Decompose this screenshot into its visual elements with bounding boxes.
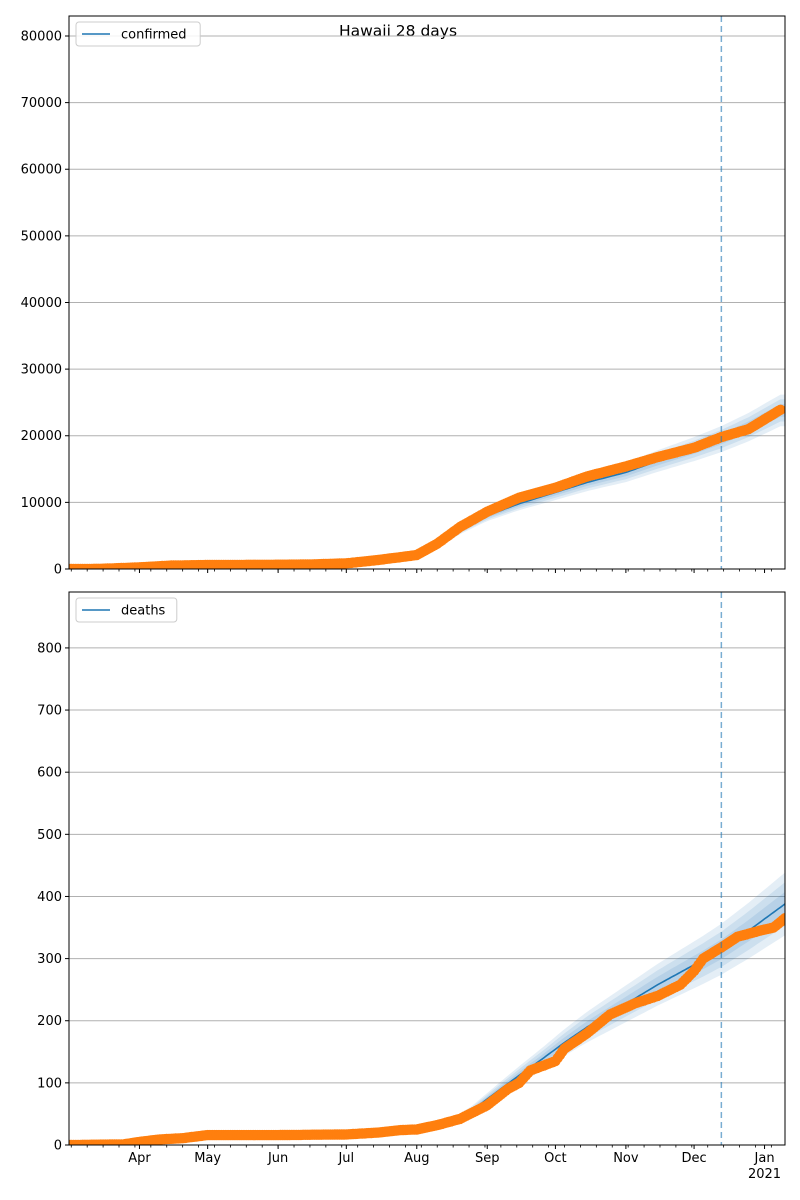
- observed-points: [69, 404, 785, 569]
- axes-frame: [68, 15, 786, 570]
- y-tick-label: 200: [37, 1014, 62, 1029]
- legend-box: [75, 21, 201, 47]
- x-tick-label: Jan: [754, 1151, 775, 1166]
- x-tick-label: Jul: [337, 1151, 354, 1166]
- y-tick-label: 50000: [21, 229, 62, 244]
- x-tick-label: Aug: [404, 1151, 429, 1166]
- observed-point: [775, 404, 785, 415]
- deaths-panel: 0 100 200 300 400 500 600 700 800 Apr May Jun Jul Aug…: [37, 591, 786, 1182]
- y-tick-label: 20000: [21, 429, 62, 444]
- y-tick-label: 700: [37, 704, 62, 719]
- legend: deaths: [75, 597, 178, 623]
- x-tick-label: May: [194, 1151, 221, 1166]
- x-tick-label: Nov: [613, 1151, 639, 1166]
- x-tick-label: Apr: [128, 1151, 151, 1166]
- y-tick-label: 300: [37, 952, 62, 967]
- legend-label: deaths: [121, 604, 166, 619]
- confirmed-panel: 0 10000 20000 30000 40000 50000 60000 70000 8000…: [21, 15, 786, 578]
- y-tick-label: 800: [37, 641, 62, 656]
- y-tick-label: 30000: [21, 363, 62, 378]
- y-tick-label: 0: [54, 1139, 62, 1154]
- observed-point: [779, 913, 785, 924]
- y-tick-label: 100: [37, 1076, 62, 1091]
- y-tick-label: 40000: [21, 296, 62, 311]
- x-tick-label: Dec: [682, 1151, 707, 1166]
- y-tick-label: 60000: [21, 163, 62, 178]
- x-tick-label: Sep: [475, 1151, 500, 1166]
- y-tick-label: 70000: [21, 96, 62, 111]
- y-tick-label: 400: [37, 890, 62, 905]
- x-tick-sublabel: 2021: [748, 1167, 781, 1182]
- legend-label: confirmed: [121, 28, 187, 43]
- observed-points: [69, 913, 785, 1145]
- y-tick-label: 500: [37, 828, 62, 843]
- x-tick-label: Jun: [267, 1151, 288, 1166]
- x-tick-label: Oct: [544, 1151, 566, 1166]
- axes-frame: [68, 591, 786, 1146]
- y-tick-label: 10000: [21, 496, 62, 511]
- y-tick-label: 80000: [21, 29, 62, 44]
- legend: confirmed: [75, 21, 201, 47]
- y-tick-label: 0: [54, 563, 62, 578]
- y-tick-label: 600: [37, 766, 62, 781]
- legend-box: [75, 597, 178, 623]
- figure-title: Hawaii 28 days: [339, 22, 457, 40]
